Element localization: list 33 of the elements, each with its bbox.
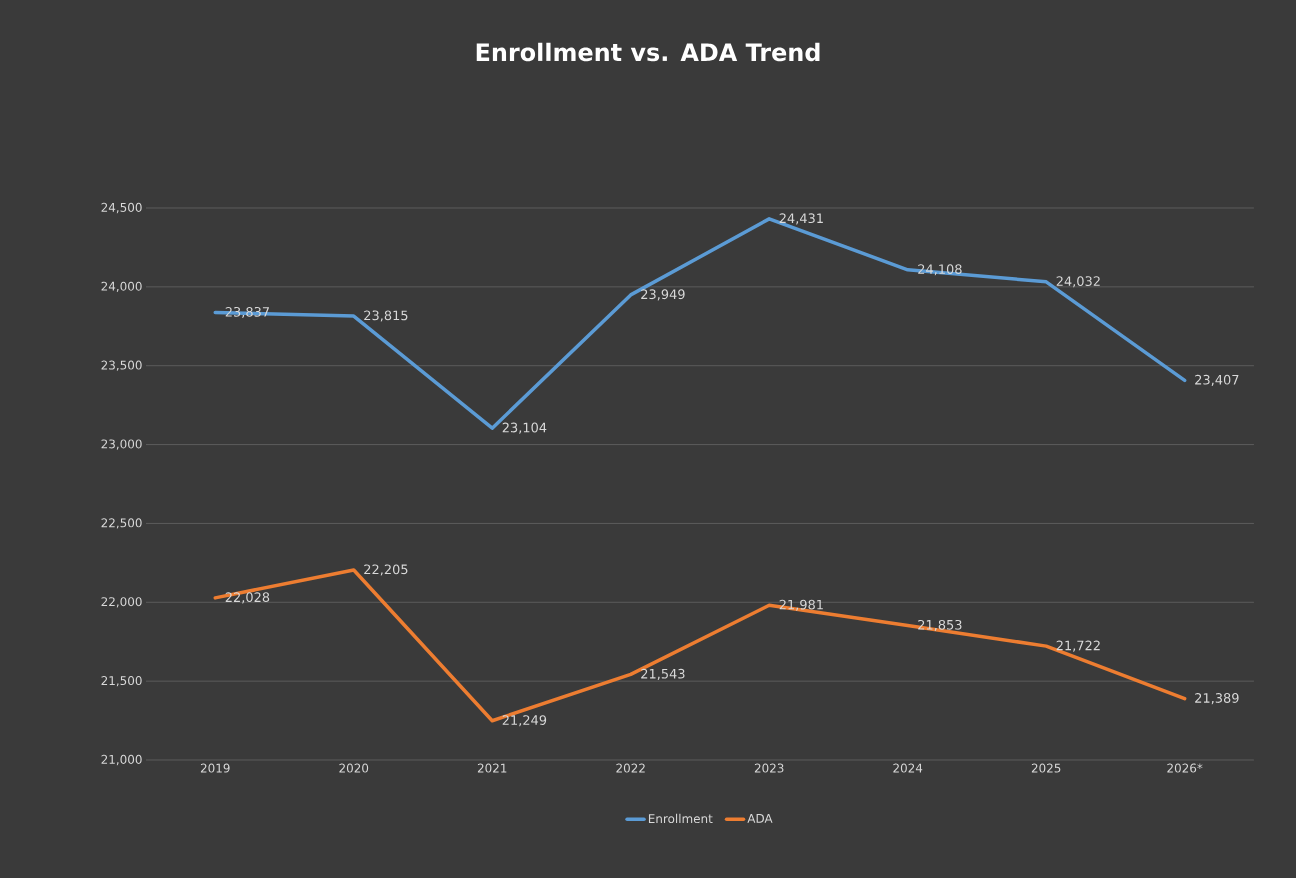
x-tick-label: 2021 <box>477 763 507 773</box>
data-label: 23,407 <box>1195 374 1239 386</box>
y-tick-label: 22,000 <box>101 597 142 608</box>
data-label: 22,205 <box>364 564 408 576</box>
y-tick-label: 21,000 <box>101 754 142 766</box>
data-label: 21,981 <box>779 599 823 611</box>
data-label: 23,104 <box>502 422 547 434</box>
data-label: 23,949 <box>641 289 685 301</box>
data-label: 21,722 <box>1056 640 1100 652</box>
data-label: 21,853 <box>918 619 962 632</box>
data-label: 21,389 <box>1195 693 1239 705</box>
legend-label: Enrollment <box>648 813 713 824</box>
legend-label: ADA <box>747 814 773 823</box>
x-tick-label: 2020 <box>339 763 369 773</box>
y-tick-label: 22,500 <box>101 518 142 529</box>
y-tick-label: 24,500 <box>101 202 142 214</box>
data-label: 24,032 <box>1056 276 1100 288</box>
data-label: 21,543 <box>641 668 685 680</box>
x-tick-label: 2024 <box>893 763 923 773</box>
chart-title: Enrollment vs. ADA Trend <box>476 42 820 62</box>
x-tick-label: 2026* <box>1167 763 1203 773</box>
y-tick-label: 23,000 <box>101 439 142 450</box>
data-label: 21,249 <box>502 715 547 727</box>
data-label: 22,028 <box>225 592 270 604</box>
x-tick-label: 2022 <box>616 763 645 773</box>
data-label: 24,431 <box>779 213 823 225</box>
y-tick-label: 21,500 <box>101 676 142 687</box>
x-tick-label: 2025 <box>1031 763 1061 773</box>
data-label: 23,815 <box>364 310 408 322</box>
x-tick-label: 2023 <box>754 763 784 773</box>
y-tick-label: 24,000 <box>101 281 142 292</box>
x-tick-label: 2019 <box>200 763 230 773</box>
y-tick-label: 23,500 <box>101 360 142 371</box>
